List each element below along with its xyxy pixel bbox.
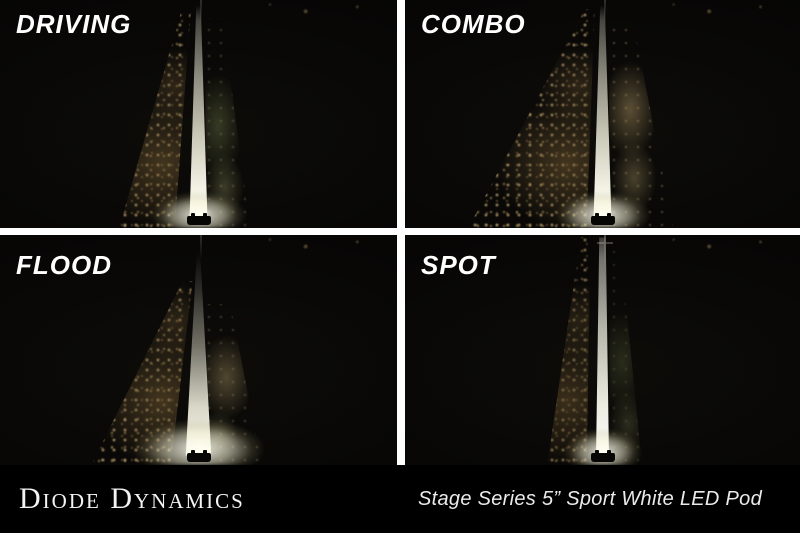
product-name: Stage Series 5” Sport White LED Pod (418, 488, 762, 510)
beam-photo-combo: COMBO (405, 0, 800, 228)
beam-label-driving: DRIVING (16, 9, 132, 39)
beam-base-flare (120, 385, 277, 465)
beam-label-flood: FLOOD (16, 250, 112, 280)
beam-pattern-grid: DRIVING COMBO FLOOD SPO (0, 0, 800, 465)
led-pod-silhouette (590, 449, 615, 462)
beam-photo-spot: SPOT (405, 235, 800, 465)
beam-photo-flood: FLOOD (0, 235, 397, 465)
beam-label-spot: SPOT (421, 250, 496, 280)
beam-photo-driving: DRIVING (0, 0, 397, 228)
led-pod-silhouette (186, 449, 211, 462)
beam-label-combo: COMBO (421, 9, 526, 39)
footer-bar: Diode Dynamics Stage Series 5” Sport Whi… (0, 465, 800, 533)
utility-pole (200, 235, 203, 259)
led-pod-silhouette (590, 212, 615, 225)
led-pod-silhouette (186, 212, 211, 225)
brand-logo: Diode Dynamics (19, 482, 245, 515)
